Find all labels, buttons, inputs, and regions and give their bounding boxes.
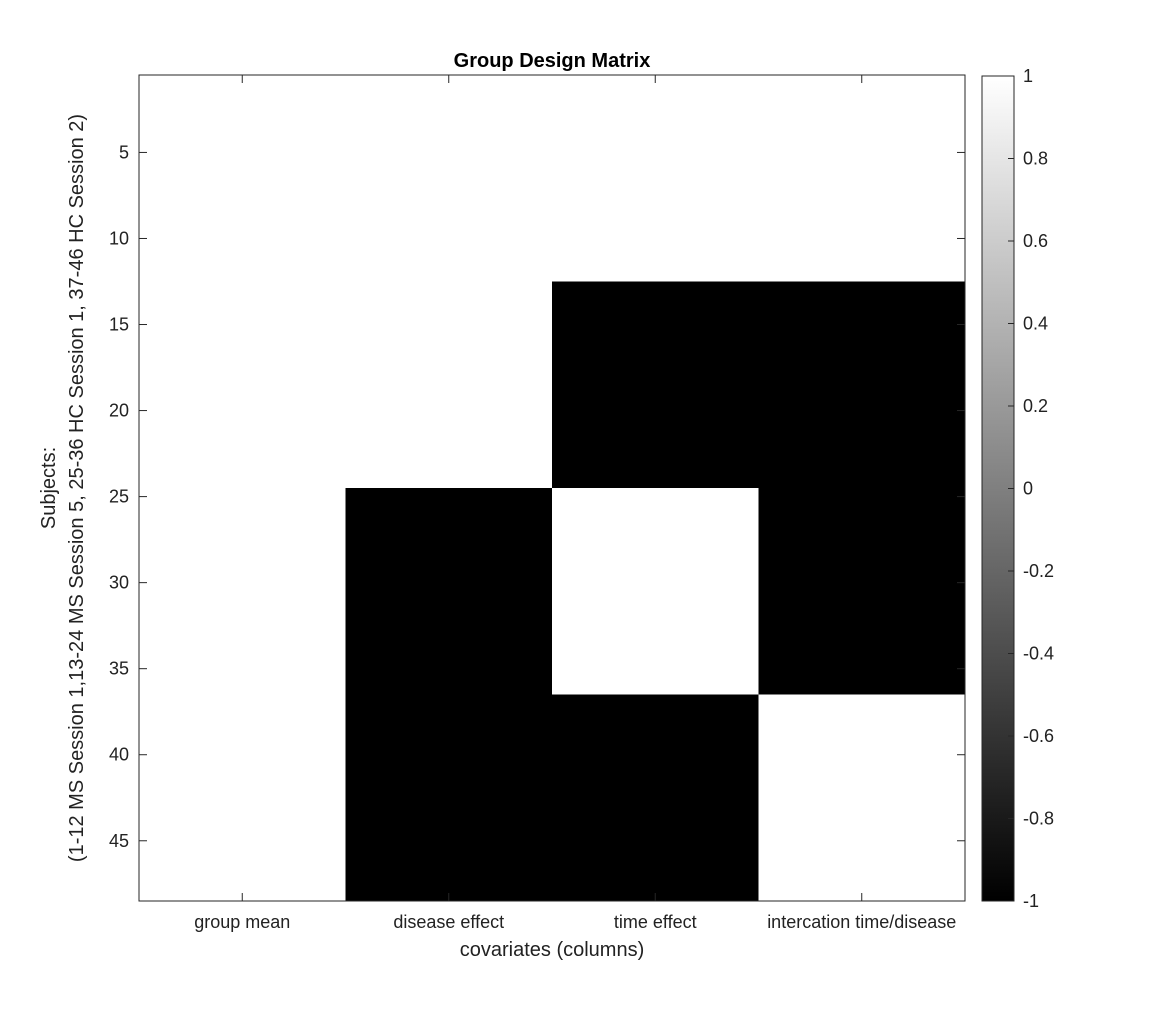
colorbar-tick-label: 0.4 — [1023, 314, 1048, 334]
colorbar-tick-label: 0.8 — [1023, 149, 1048, 169]
matrix-cell-block4-col3 — [552, 694, 759, 902]
y-tick-label: 40 — [109, 745, 129, 765]
y-tick-label: 35 — [109, 659, 129, 679]
y-axis-ticks: 5 10 15 20 25 30 35 40 45 — [109, 142, 965, 851]
x-axis-label: covariates (columns) — [460, 939, 645, 961]
matrix-cells — [139, 75, 966, 902]
colorbar-tick-label: 0.2 — [1023, 396, 1048, 416]
matrix-cell-block3-col4 — [758, 488, 966, 695]
matrix-cell-block3-col1 — [139, 488, 346, 695]
x-tick-label: disease effect — [393, 912, 504, 932]
y-tick-label: 10 — [109, 228, 129, 248]
matrix-cell-block2-col2 — [345, 281, 553, 489]
matrix-cell-block1-col1 — [139, 75, 346, 282]
x-axis-ticks: group mean disease effect time effect inter… — [194, 75, 956, 932]
y-tick-label: 25 — [109, 487, 129, 507]
x-tick-label: time effect — [614, 912, 697, 932]
y-axis-label-line2: (1-12 MS Session 1,13-24 MS Session 5, 2… — [66, 114, 88, 862]
matrix-cell-block1-col3 — [552, 75, 759, 282]
x-tick-label: group mean — [194, 912, 290, 932]
colorbar-tick-label: 1 — [1023, 66, 1033, 86]
colorbar-tick-label: -1 — [1023, 891, 1039, 911]
colorbar-tick-label: -0.2 — [1023, 561, 1054, 581]
matrix-cell-block1-col4 — [758, 75, 966, 282]
chart-title: Group Design Matrix — [454, 50, 651, 72]
plot-frame — [138, 74, 966, 902]
x-tick-label: intercation time/disease — [767, 912, 956, 932]
y-tick-label: 15 — [109, 315, 129, 335]
y-axis-label-line1: Subjects: — [38, 447, 60, 529]
colorbar-ticks: 1 0.8 0.6 0.4 0.2 0 -0.2 -0.4 -0.6 -0.8 -1 — [1008, 66, 1054, 911]
colorbar-tick-label: 0 — [1023, 479, 1033, 499]
y-tick-label: 20 — [109, 401, 129, 421]
matrix-cell-block1-col2 — [345, 75, 553, 282]
colorbar-tick-label: -0.8 — [1023, 809, 1054, 829]
matrix-cell-block2-col4 — [758, 281, 966, 489]
colorbar-tick-label: 0.6 — [1023, 231, 1048, 251]
matrix-cell-block4-col4 — [758, 694, 966, 902]
matrix-cell-block2-col3 — [552, 281, 759, 489]
colorbar-tick-label: -0.6 — [1023, 726, 1054, 746]
y-tick-label: 45 — [109, 831, 129, 851]
colorbar-tick-label: -0.4 — [1023, 644, 1054, 664]
matrix-cell-block4-col1 — [139, 694, 346, 902]
matrix-cell-block3-col3 — [552, 488, 759, 695]
y-tick-label: 5 — [119, 142, 129, 162]
y-tick-label: 30 — [109, 573, 129, 593]
matrix-cell-block2-col1 — [139, 281, 346, 489]
matrix-cell-block3-col2 — [345, 488, 553, 695]
matrix-cell-block4-col2 — [345, 694, 553, 902]
